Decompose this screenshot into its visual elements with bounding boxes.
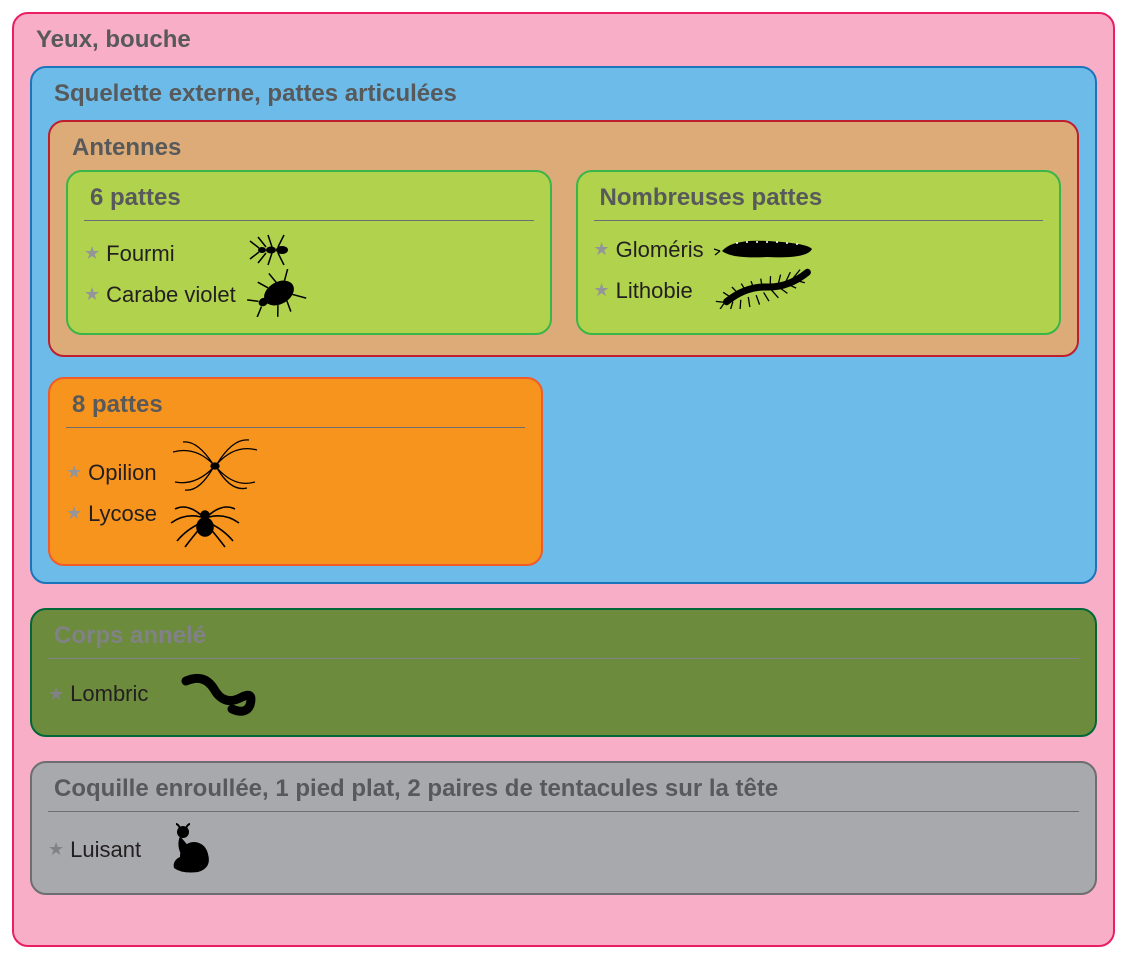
millipede-icon: [712, 231, 822, 265]
nombreuses-pattes-box: Nombreuses pattes ★ Gloméris ★ Lithobie: [576, 170, 1062, 335]
divider: [48, 811, 1079, 812]
tan-box: Antennes 6 pattes ★ Fourmi ★: [48, 120, 1079, 357]
six-pattes-title: 6 pattes: [84, 180, 534, 220]
list-item: ★ Fourmi: [84, 236, 236, 271]
six-pattes-row: ★ Fourmi ★ Carabe violet: [84, 231, 534, 317]
outer-title: Yeux, bouche: [30, 22, 1097, 62]
six-pattes-icons: [244, 231, 314, 317]
list-item: ★ Lombric: [48, 669, 1079, 719]
star-icon: ★: [84, 239, 100, 268]
blue-box: Squelette externe, pattes articulées Ant…: [30, 66, 1097, 584]
coquille-box: Coquille enroullée, 1 pied plat, 2 paire…: [30, 761, 1097, 895]
antennes-columns: 6 pattes ★ Fourmi ★ Carabe violet: [66, 170, 1061, 335]
harvestman-icon: [165, 438, 265, 493]
item-label: Lithobie: [616, 273, 693, 308]
snail-icon: [162, 822, 222, 877]
huit-pattes-icons: [165, 438, 265, 548]
list-item: ★ Lithobie: [594, 273, 704, 308]
corps-annele-title: Corps annelé: [48, 618, 1079, 658]
item-label: Gloméris: [616, 232, 704, 267]
list-item: ★ Lycose: [66, 496, 157, 531]
divider: [84, 220, 534, 221]
list-item: ★ Luisant: [48, 822, 1079, 877]
huit-pattes-row: ★ Opilion ★ Lycose: [66, 438, 525, 548]
item-label: Lombric: [70, 676, 148, 711]
outer-box: Yeux, bouche Squelette externe, pattes a…: [12, 12, 1115, 947]
list-item: ★ Opilion: [66, 455, 157, 490]
star-icon: ★: [594, 276, 610, 305]
divider: [66, 427, 525, 428]
star-icon: ★: [48, 835, 64, 864]
item-label: Carabe violet: [106, 277, 236, 312]
item-label: Lycose: [88, 496, 157, 531]
list-item: ★ Gloméris: [594, 232, 704, 267]
six-pattes-items: ★ Fourmi ★ Carabe violet: [84, 236, 236, 312]
centipede-icon: [712, 265, 822, 309]
item-label: Opilion: [88, 455, 156, 490]
divider: [48, 658, 1079, 659]
item-label: Fourmi: [106, 236, 174, 271]
six-pattes-box: 6 pattes ★ Fourmi ★ Carabe violet: [66, 170, 552, 335]
huit-pattes-box: 8 pattes ★ Opilion ★ Lycose: [48, 377, 543, 566]
star-icon: ★: [66, 458, 82, 487]
blue-title: Squelette externe, pattes articulées: [48, 76, 1079, 116]
star-icon: ★: [66, 499, 82, 528]
star-icon: ★: [594, 235, 610, 264]
star-icon: ★: [84, 280, 100, 309]
worm-icon: [174, 669, 264, 719]
divider: [594, 220, 1044, 221]
tan-title: Antennes: [66, 130, 1061, 170]
beetle-icon: [244, 269, 314, 317]
ant-icon: [244, 231, 304, 269]
star-icon: ★: [48, 680, 64, 709]
nombreuses-pattes-row: ★ Gloméris ★ Lithobie: [594, 231, 1044, 309]
huit-pattes-title: 8 pattes: [66, 387, 525, 427]
nombreuses-pattes-title: Nombreuses pattes: [594, 180, 1044, 220]
spider-icon: [165, 493, 245, 548]
list-item: ★ Carabe violet: [84, 277, 236, 312]
corps-annele-box: Corps annelé ★ Lombric: [30, 608, 1097, 737]
huit-pattes-items: ★ Opilion ★ Lycose: [66, 455, 157, 531]
nombreuses-pattes-items: ★ Gloméris ★ Lithobie: [594, 232, 704, 308]
item-label: Luisant: [70, 832, 141, 867]
coquille-title: Coquille enroullée, 1 pied plat, 2 paire…: [48, 771, 1079, 811]
nombreuses-pattes-icons: [712, 231, 822, 309]
